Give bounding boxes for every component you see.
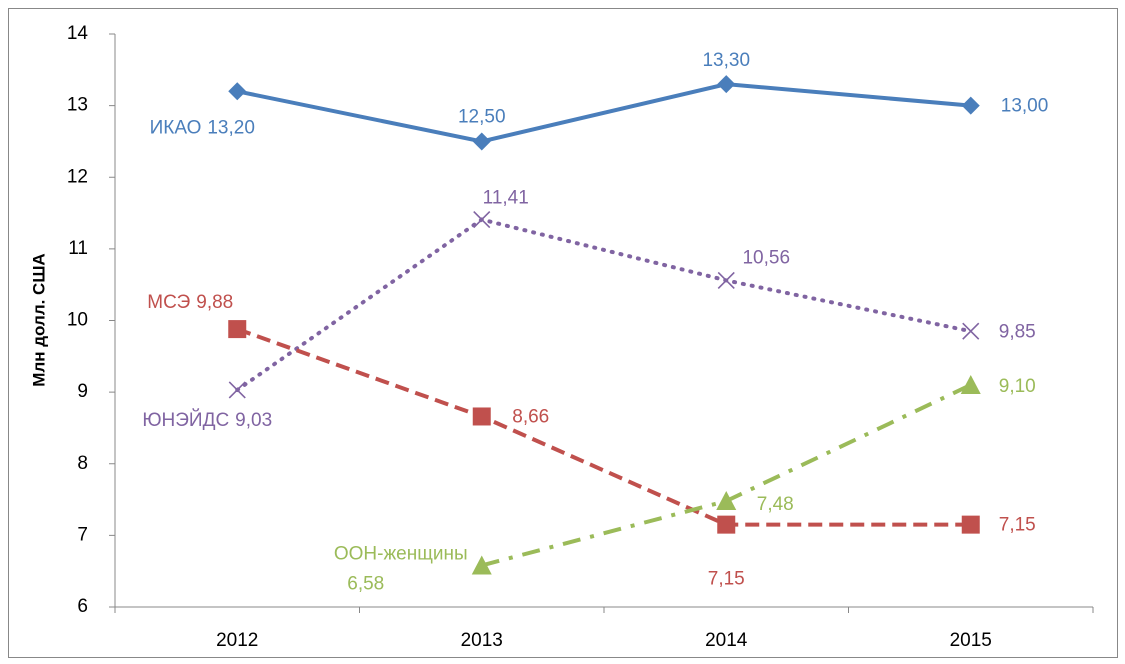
data-label: 7,48: [757, 494, 794, 515]
series-line: [236, 327, 971, 527]
data-label: 9,88: [196, 292, 233, 313]
chart-border: [8, 8, 1118, 658]
data-label: 9,10: [999, 376, 1036, 397]
marker: [961, 515, 980, 534]
marker: [962, 322, 980, 340]
marker: [472, 407, 491, 426]
marker: [473, 210, 491, 229]
data-label: 7,15: [708, 569, 745, 590]
marker: [228, 381, 246, 399]
y-tick-label: 10: [67, 310, 88, 331]
y-axis-label: Млн долл. США: [29, 253, 48, 386]
series-name-label: ИКАО: [150, 117, 202, 138]
data-label: 9,03: [235, 410, 272, 431]
data-label: 9,85: [999, 321, 1036, 342]
marker: [716, 490, 737, 510]
data-label: 11,41: [483, 188, 529, 209]
marker: [717, 515, 736, 534]
x-tick-label: 2013: [461, 630, 503, 651]
data-label: 7,15: [999, 515, 1036, 536]
series-name-label: ООН-женщины: [334, 543, 468, 564]
data-label-group: ИКАО 13,20: [150, 117, 255, 138]
data-label: 13,20: [207, 117, 255, 138]
data-label-group: МСЭ 9,88: [147, 292, 233, 313]
y-tick-label: 6: [77, 596, 88, 617]
data-label: 13,00: [1001, 96, 1049, 117]
series-line: [235, 217, 973, 392]
x-tick-label: 2015: [950, 630, 992, 651]
y-tick-label: 9: [77, 381, 88, 402]
marker: [471, 555, 492, 575]
marker: [717, 271, 735, 289]
y-tick-label: 11: [68, 238, 88, 259]
data-label: 12,50: [458, 106, 506, 127]
series-line: [236, 82, 971, 144]
marker: [228, 82, 247, 101]
y-tick-label: 13: [67, 95, 88, 116]
marker: [228, 320, 247, 339]
series-name-label: ЮНЭЙДС: [142, 409, 229, 431]
marker: [960, 374, 981, 394]
data-label: 13,30: [702, 50, 750, 71]
marker: [717, 75, 736, 94]
marker: [472, 132, 491, 151]
x-tick-label: 2012: [216, 630, 258, 651]
y-tick-label: 12: [67, 166, 88, 187]
marker: [961, 96, 980, 115]
series-name-label: МСЭ: [147, 292, 190, 313]
y-tick-label: 8: [77, 453, 88, 474]
y-tick-label: 7: [77, 524, 88, 545]
data-label-group: ЮНЭЙДС 9,03: [142, 409, 272, 431]
y-tick-label: 14: [67, 23, 89, 44]
data-label: 8,66: [512, 406, 549, 427]
x-tick-label: 2014: [705, 630, 748, 651]
data-label: 10,56: [742, 247, 790, 268]
data-label: 6,58: [347, 573, 384, 594]
